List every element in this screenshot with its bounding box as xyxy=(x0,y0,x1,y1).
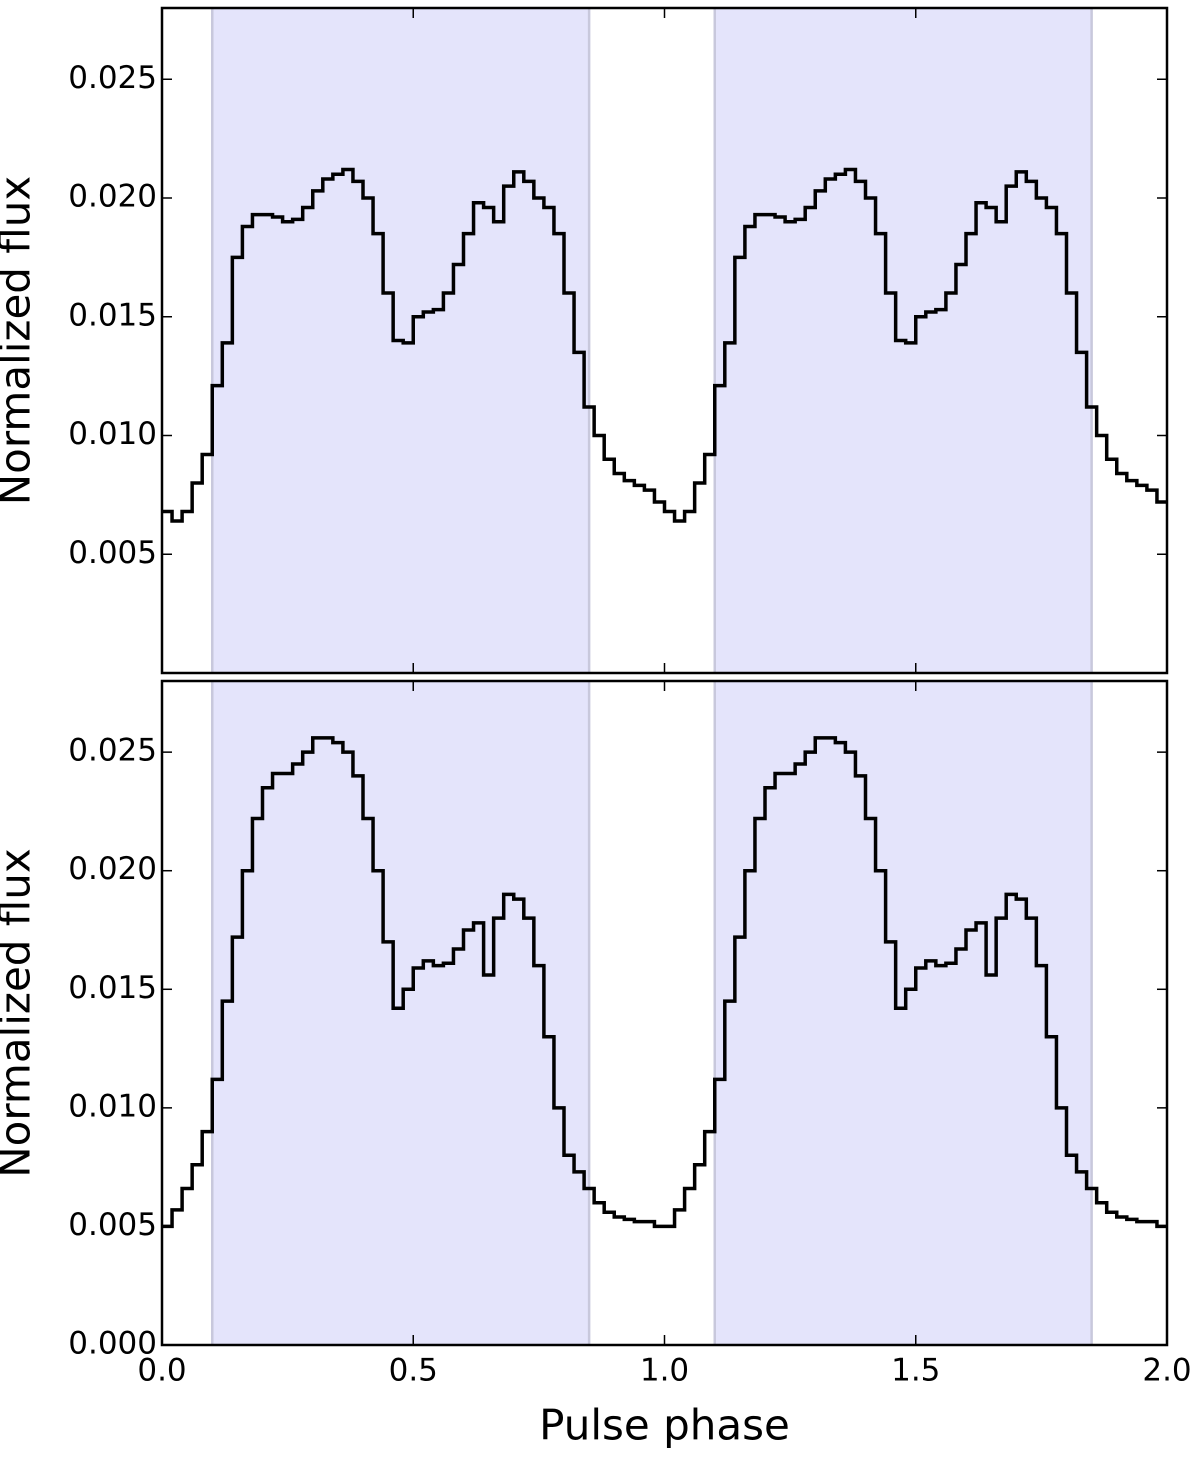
axes-frame xyxy=(160,679,1169,1347)
x-axis-label: Pulse phase xyxy=(539,1401,790,1450)
flux-step-line xyxy=(162,736,1167,1229)
y-axis-label: Normalized flux xyxy=(0,176,40,505)
y-tick-label: 0.005 xyxy=(68,1207,157,1243)
y-tick-label: 0.020 xyxy=(68,851,157,887)
x-tick-label: 2.0 xyxy=(1142,1353,1191,1389)
y-tick-label: 0.000 xyxy=(68,1326,157,1362)
y-tick-label: 0.020 xyxy=(68,179,157,215)
x-tick-label: 1.5 xyxy=(891,1353,940,1389)
y-axis-label: Normalized flux xyxy=(0,848,40,1177)
x-tick-label: 1.0 xyxy=(640,1353,689,1389)
shaded-region xyxy=(714,681,1092,1345)
x-tick-label: 0.0 xyxy=(137,1353,186,1389)
flux-step-line xyxy=(162,167,1167,523)
y-tick-label: 0.025 xyxy=(68,733,157,769)
y-tick-label: 0.010 xyxy=(68,1088,157,1124)
y-tick-label: 0.005 xyxy=(68,535,157,571)
y-tick-label: 0.010 xyxy=(68,416,157,452)
shaded-region xyxy=(212,681,590,1345)
axes-frame xyxy=(160,6,1169,675)
y-tick-label: 0.015 xyxy=(68,297,157,333)
y-tick-label: 0.015 xyxy=(68,970,157,1006)
y-tick-label: 0.025 xyxy=(68,60,157,96)
x-tick-label: 0.5 xyxy=(389,1353,438,1389)
